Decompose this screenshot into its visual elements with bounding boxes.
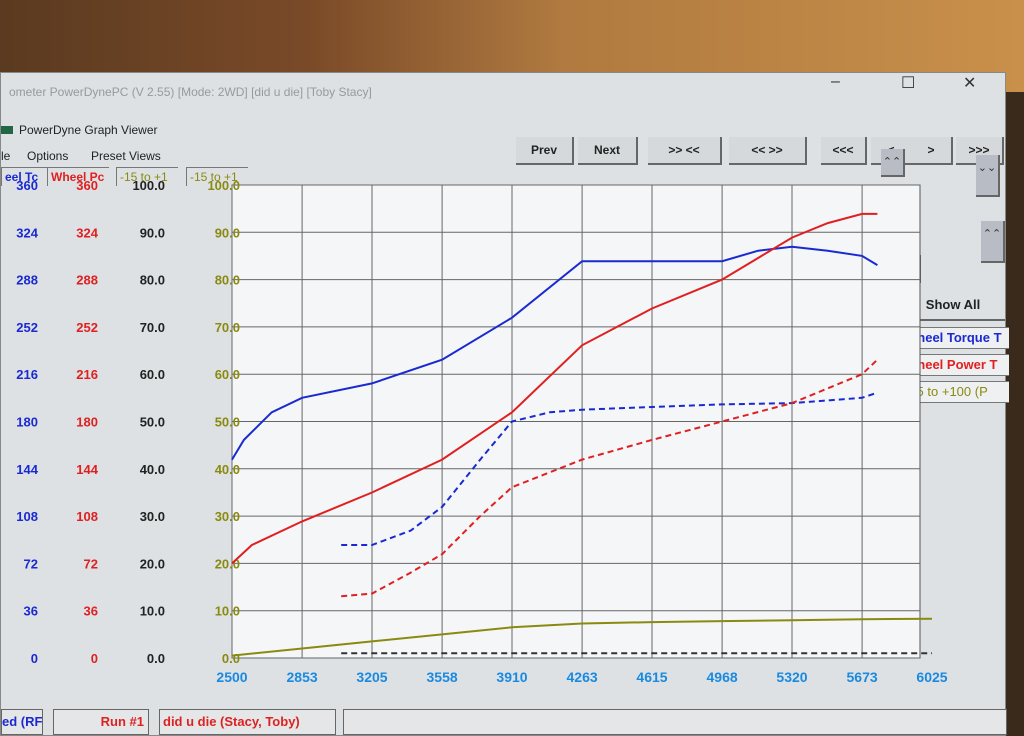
column-header-scale-1[interactable]: -15 to +1 — [116, 167, 178, 186]
legend-wheel-torque[interactable]: Wheel Torque T — [901, 327, 1009, 349]
y-tick-label: 10.0 — [215, 604, 240, 619]
y-tick-label: 40.0 — [215, 462, 240, 477]
next-button[interactable]: Next — [578, 137, 638, 165]
scroll-far-left-button[interactable]: <<< — [821, 137, 867, 165]
scale-up-fast-button[interactable]: ⌃⌃ — [881, 149, 905, 177]
offset-up-button[interactable]: ⌃⌃ — [981, 221, 1005, 263]
y-tick-label: 36 — [84, 604, 98, 619]
window-title: ometer PowerDynePC (V 2.55) [Mode: 2WD] … — [9, 85, 372, 99]
y-tick-label: 0.0 — [222, 651, 240, 666]
y-tick-label: 324 — [76, 225, 98, 240]
y-tick-label: 10.0 — [140, 604, 165, 619]
y-tick-label: 360 — [76, 178, 98, 193]
prev-button[interactable]: Prev — [516, 137, 574, 165]
legend-wheel-power[interactable]: Wheel Power T — [901, 354, 1009, 376]
y-tick-label: 288 — [76, 273, 98, 288]
y-tick-label: 216 — [16, 367, 38, 382]
y-tick-label: 144 — [76, 462, 98, 477]
zoom-out-button[interactable]: << >> — [729, 137, 807, 165]
y-tick-label: 30.0 — [215, 509, 240, 524]
y-tick-label: 100.0 — [207, 178, 240, 193]
x-tick-label: 4263 — [567, 669, 598, 685]
y-tick-label: 40.0 — [140, 462, 165, 477]
y-tick-label: 60.0 — [215, 367, 240, 382]
minimize-button[interactable]: – — [831, 73, 840, 90]
y-tick-label: 20.0 — [215, 556, 240, 571]
scroll-right-button[interactable]: > — [911, 137, 953, 165]
x-tick-label: 3558 — [427, 669, 458, 685]
viewer-title-text: PowerDyne Graph Viewer — [19, 123, 158, 137]
app-icon — [1, 126, 13, 134]
y-tick-label: 180 — [16, 415, 38, 430]
y-tick-label: 108 — [76, 509, 98, 524]
x-tick-label: 3205 — [356, 669, 387, 685]
y-tick-label: 108 — [16, 509, 38, 524]
viewer-title: PowerDyne Graph Viewer — [1, 123, 158, 137]
y-tick-label: 144 — [16, 462, 38, 477]
y-tick-label: 360 — [16, 178, 38, 193]
y-tick-label: 90.0 — [215, 225, 240, 240]
y-tick-label: 80.0 — [140, 273, 165, 288]
y-tick-label: 30.0 — [140, 509, 165, 524]
y-tick-label: 72 — [84, 556, 98, 571]
y-tick-label: 72 — [24, 556, 38, 571]
x-tick-label: 5673 — [847, 669, 878, 685]
y-tick-label: 70.0 — [215, 320, 240, 335]
offset-down-button[interactable]: ⌄⌄ — [976, 155, 1000, 197]
y-tick-label: 60.0 — [140, 367, 165, 382]
x-tick-label: 5320 — [776, 669, 807, 685]
close-button[interactable]: ✕ — [963, 75, 977, 92]
menu-preset-views[interactable]: Preset Views — [91, 149, 161, 163]
x-tick-label: 2853 — [287, 669, 318, 685]
menu-file[interactable]: le — [1, 149, 11, 163]
status-run: Run #1 — [53, 709, 149, 735]
column-header-scale-2[interactable]: -15 to +1 — [186, 167, 248, 186]
y-tick-label: 252 — [76, 320, 98, 335]
x-tick-label: 3910 — [496, 669, 527, 685]
column-header-wheel-torque[interactable]: eel Tc — [1, 167, 63, 186]
y-tick-label: 20.0 — [140, 556, 165, 571]
y-tick-label: 216 — [76, 367, 98, 382]
legend-scale[interactable]: -15 to +100 (P — [901, 381, 1009, 403]
x-tick-label: 4615 — [636, 669, 667, 685]
x-tick-label: 4968 — [707, 669, 738, 685]
y-tick-label: 0 — [31, 651, 38, 666]
column-header-wheel-power[interactable]: Wheel Pc — [47, 167, 109, 186]
y-tick-label: 180 — [76, 415, 98, 430]
y-tick-label: 100.0 — [132, 178, 165, 193]
show-all-button[interactable]: Show All — [901, 291, 1005, 321]
x-tick-label: 2500 — [216, 669, 247, 685]
y-tick-label: 70.0 — [140, 320, 165, 335]
y-tick-label: 0 — [91, 651, 98, 666]
y-tick-label: 80.0 — [215, 273, 240, 288]
y-tick-label: 36 — [24, 604, 38, 619]
y-tick-label: 324 — [16, 225, 38, 240]
menu-options[interactable]: Options — [27, 149, 69, 163]
status-run-name: did u die (Stacy, Toby) — [159, 709, 336, 735]
y-tick-label: 90.0 — [140, 225, 165, 240]
zoom-in-button[interactable]: >> << — [648, 137, 722, 165]
series-line-1 — [231, 212, 878, 565]
y-tick-label: 288 — [16, 273, 38, 288]
series-line-0 — [231, 245, 878, 461]
maximize-button[interactable]: ☐ — [901, 75, 916, 92]
y-tick-label: 0.0 — [147, 651, 165, 666]
x-tick-label: 6025 — [916, 669, 947, 685]
series-line-3 — [341, 358, 879, 598]
y-tick-label: 50.0 — [140, 415, 165, 430]
series-line-4 — [231, 617, 933, 657]
y-tick-label: 252 — [16, 320, 38, 335]
y-tick-label: 50.0 — [215, 415, 240, 430]
